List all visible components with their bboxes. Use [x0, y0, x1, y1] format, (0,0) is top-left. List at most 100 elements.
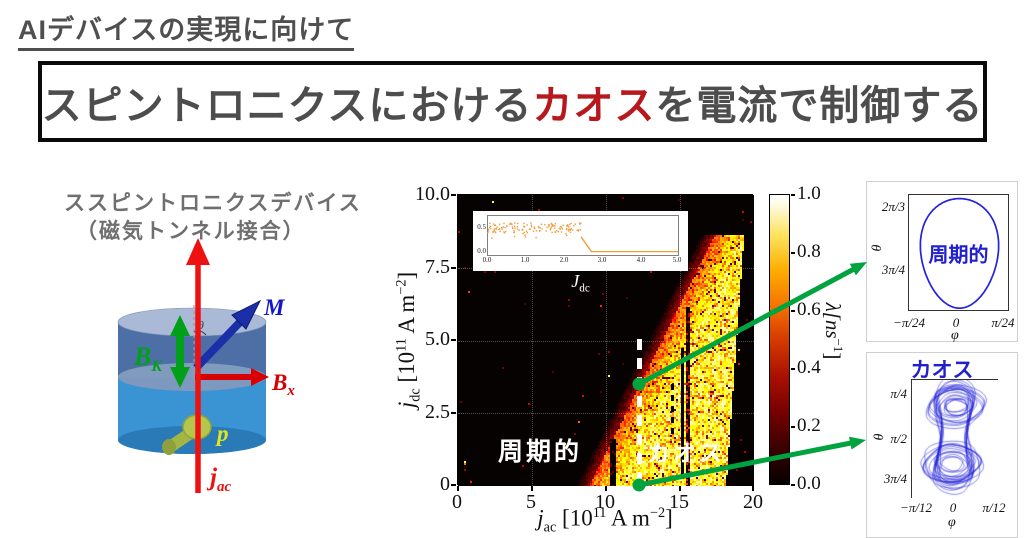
hm-ylabel: jdc [1011 A m−2]	[393, 271, 424, 409]
page-title: AIデバイスの実現に向けて	[18, 8, 355, 51]
cb-tick-1: 0.8	[797, 241, 821, 262]
chaos-xlabel: φ	[948, 515, 956, 530]
connector-arrowhead-chaos	[849, 436, 866, 450]
black-solid-line	[681, 348, 684, 479]
chaos-ytick-2: 3π/4	[883, 471, 907, 486]
inset-xtick: 0.0	[482, 256, 492, 264]
m-arrow-shaft	[193, 317, 245, 371]
jac-arrow-head	[186, 238, 210, 265]
periodic-xtick-2: π/24	[991, 315, 1015, 330]
hm-xtick-1: 5	[526, 491, 536, 513]
device-caption-line1: ススピントロニクスデバイス	[64, 192, 362, 215]
hm-ytickmark	[451, 339, 456, 341]
cb-tick-5: 0.0	[797, 473, 821, 494]
periodic-ylabel: θ	[870, 244, 885, 252]
inset-xtick: 2.0	[559, 256, 569, 264]
gridline	[606, 195, 607, 486]
gridline	[532, 195, 533, 486]
hm-xtick-2: 10	[595, 491, 615, 513]
periodic-xtick-0: −π/24	[893, 315, 925, 330]
chaos-ylabel: θ	[872, 433, 887, 441]
title-text: スピントロニクスにおけるカオスを電流で制御する	[42, 73, 984, 131]
chaos-plot-title: カオス	[910, 359, 974, 382]
bk-label: BK	[133, 342, 163, 375]
chaos-xtick-0: −π/12	[900, 500, 932, 515]
cb-tickmark	[791, 484, 795, 486]
periodic-ytick-0: 2π/3	[881, 199, 905, 214]
inset-xtick: 3.0	[597, 256, 607, 264]
hm-xtickmark	[531, 486, 533, 491]
chaos-attractor-canvas	[912, 380, 999, 499]
cb-tickmark	[791, 194, 795, 196]
region-label-chaos: カオス	[647, 440, 725, 466]
hm-xtickmark	[457, 486, 459, 491]
chaos-ytick-1: π/2	[890, 431, 907, 446]
p-label: p	[215, 421, 229, 446]
cb-tick-4: 0.2	[797, 415, 821, 436]
white-dashed-boundary-line	[637, 339, 642, 480]
periodic-plot-frame: 周期的	[908, 194, 1009, 311]
chaos-plot-frame	[911, 379, 999, 499]
inset-xtick: 4.0	[636, 256, 646, 264]
colorbar-label: λ[ns−1]	[821, 302, 846, 360]
title-post: を電流で制御する	[655, 83, 984, 128]
inset-ytick: 0.5	[477, 223, 486, 231]
gridline	[458, 341, 754, 342]
jac-label: jac	[206, 464, 231, 495]
hm-ytickmark	[451, 194, 456, 196]
cylinder-mid-face	[118, 363, 266, 391]
bk-arrow-head-down	[170, 367, 190, 388]
hm-ytick-0: 10.0	[415, 183, 450, 205]
phase-diagram-plot: 0.0 1.0 2.0 3.0 4.0 5.0 0.5 0.0 Jdc 周期的 …	[457, 194, 754, 486]
bk-arrow-head-up	[170, 315, 190, 336]
periodic-plot-title: 周期的	[928, 244, 989, 266]
theta-angle-label: θ	[198, 318, 204, 332]
inset-xtick: 5.0	[672, 256, 682, 264]
cb-tick-0: 1.0	[797, 183, 821, 204]
cb-tickmark	[791, 368, 795, 370]
periodic-orbit-plot	[919, 197, 1000, 310]
title-box: スピントロニクスにおけるカオスを電流で制御する	[38, 61, 987, 142]
hm-ytick-3: 2.5	[425, 401, 450, 423]
panel-chaos: カオス π/4 π/2 3π/4 −π/12 0 π/12 θ φ	[866, 352, 1018, 538]
region-label-periodic: 周期的	[498, 438, 583, 466]
hm-xtick-0: 0	[452, 491, 462, 513]
cb-tickmark	[791, 252, 795, 254]
m-arrow-head	[231, 299, 262, 330]
inset-xlabel: Jdc	[571, 271, 590, 295]
cb-tickmark	[791, 310, 795, 312]
hm-xtickmark	[679, 486, 681, 491]
hm-ytick-2: 5.0	[425, 328, 450, 350]
periodic-xlabel: φ	[951, 328, 959, 343]
hm-ytick-1: 7.5	[425, 256, 450, 278]
hm-ytickmark	[451, 412, 456, 414]
panel-periodic: 周期的 2π/3 3π/4 −π/24 0 π/24 θ φ	[866, 181, 1018, 343]
title-pre: スピントロニクスにおける	[41, 83, 533, 128]
p-cylinder-cap	[162, 439, 176, 455]
lyapunov-inset: 0.0 1.0 2.0 3.0 4.0 5.0 0.5 0.0	[473, 211, 688, 271]
periodic-ytick-1: 3π/4	[881, 262, 905, 277]
hm-ytickmark	[451, 484, 456, 486]
bx-arrow-head	[251, 368, 269, 386]
cb-tickmark	[791, 426, 795, 428]
colorbar	[769, 194, 790, 485]
periodic-xtick-1: 0	[952, 315, 960, 330]
hm-xtick-4: 20	[743, 491, 763, 513]
inset-xtick: 1.0	[520, 256, 530, 264]
chaos-xtick-1: 0	[949, 500, 957, 515]
hm-xtickmark	[605, 486, 607, 491]
m-label: M	[263, 295, 286, 320]
hm-xlabel: jac [1011 A m−2]	[537, 505, 673, 536]
hm-xtick-3: 15	[669, 491, 689, 513]
inset-ytick: 0.0	[477, 247, 486, 255]
hm-ytickmark	[451, 267, 456, 269]
hm-ytick-4: 0	[440, 473, 450, 495]
cb-tick-3: 0.4	[797, 357, 821, 378]
title-highlight: カオス	[532, 83, 656, 128]
cylinder-bottom-face	[118, 426, 266, 454]
chaos-ytick-0: π/4	[890, 386, 907, 401]
gridline	[458, 413, 754, 414]
bx-label: Bx	[271, 370, 295, 399]
connector-arrowhead-periodic	[849, 262, 867, 276]
